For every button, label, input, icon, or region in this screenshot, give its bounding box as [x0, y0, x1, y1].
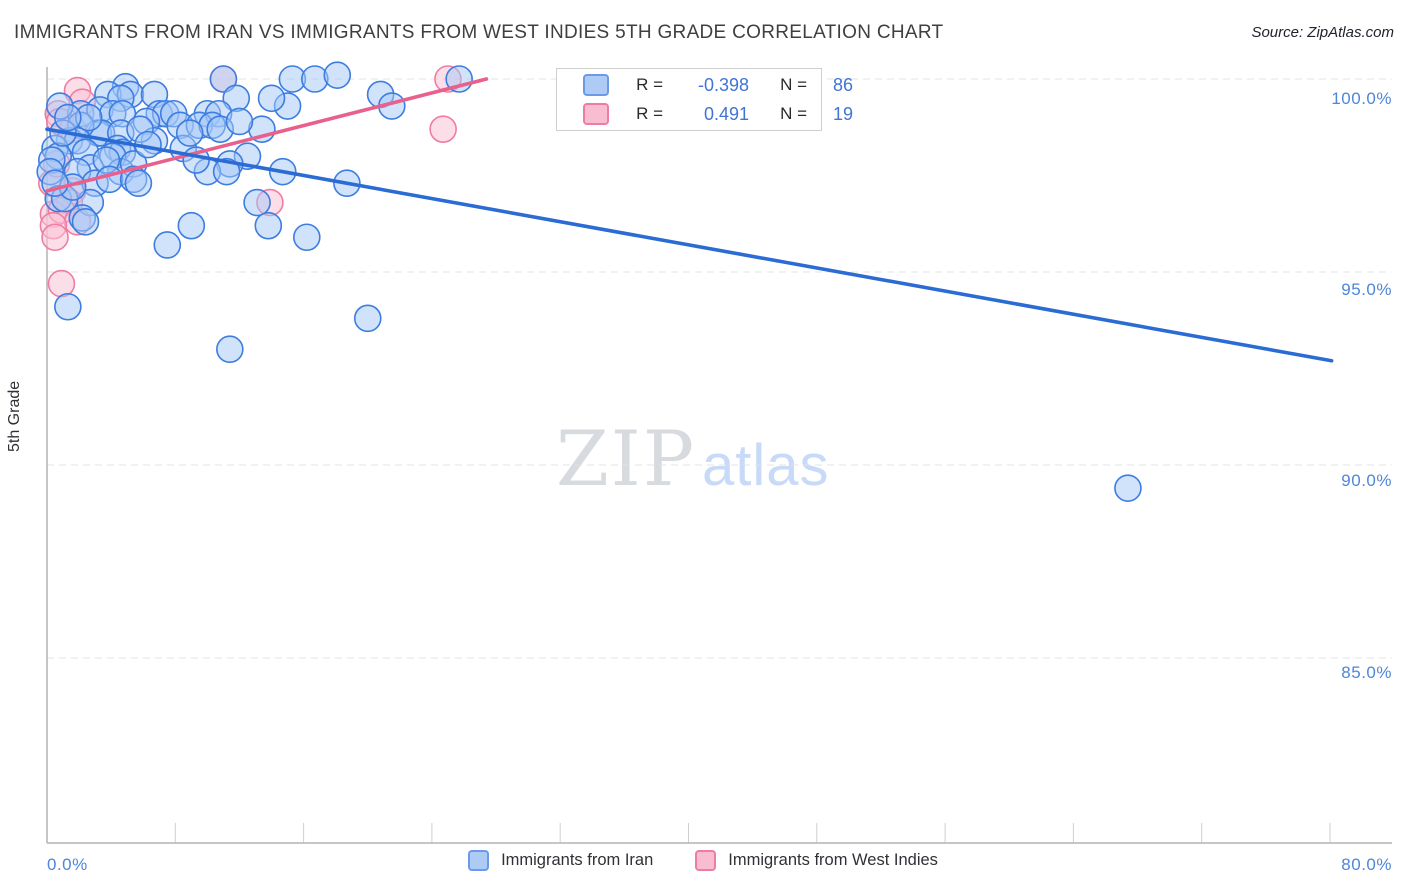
legend-item-iran: Immigrants from Iran [468, 850, 653, 871]
trend-line-immigrants-from-iran [45, 127, 1334, 363]
scatter-point-immigrants-from-iran [153, 231, 182, 259]
scatter-point-immigrants-from-iran [323, 61, 352, 89]
scatter-point-immigrants-from-iran [254, 211, 283, 240]
bottom-legend: Immigrants from Iran Immigrants from Wes… [0, 850, 1406, 871]
scatter-point-immigrants-from-iran [301, 65, 329, 93]
scatter-point-immigrants-from-iran [124, 169, 153, 198]
x-tick-label-80: 80.0% [1341, 855, 1392, 874]
stats-row-iran: R = -0.398 N = 86 [583, 73, 853, 97]
iran-series-swatch [583, 74, 609, 96]
correlation-stats-legend: R = -0.398 N = 86 R = 0.491 N = 19 [556, 68, 853, 131]
west-indies-legend-swatch [695, 850, 717, 871]
scatter-point-immigrants-from-west-indies [47, 269, 76, 298]
legend-item-west-indies: Immigrants from West Indies [695, 850, 938, 871]
y-tick-label-90: 90.0% [1341, 471, 1392, 490]
r-value-iran: -0.398 [697, 74, 749, 95]
iran-legend-swatch [468, 850, 490, 871]
scatter-point-immigrants-from-west-indies [41, 223, 69, 252]
scatter-point-immigrants-from-iran [209, 65, 238, 93]
scatter-point-immigrants-from-iran [353, 304, 382, 333]
scatter-point-immigrants-from-iran [177, 211, 206, 240]
scatter-point-immigrants-from-iran [54, 292, 82, 321]
r-label: R = [636, 75, 663, 94]
x-tick-label-0: 0.0% [47, 855, 88, 874]
scatter-point-immigrants-from-iran [216, 335, 244, 364]
iran-legend-label: Immigrants from Iran [501, 851, 654, 869]
r-label: R = [636, 104, 663, 123]
r-value-west-indies: 0.491 [703, 103, 749, 124]
y-tick-label-100: 100.0% [1331, 89, 1392, 108]
scatter-point-immigrants-from-iran [257, 84, 286, 113]
scatter-point-immigrants-from-iran [293, 223, 321, 252]
y-tick-label-95: 95.0% [1341, 280, 1392, 299]
scatter-point-immigrants-from-iran [225, 107, 254, 136]
y-axis-title: 5th Grade [6, 380, 23, 452]
scatter-point-immigrants-from-iran [1114, 474, 1142, 502]
source-label: Source: ZipAtlas.com [1251, 24, 1394, 41]
n-label: N = [780, 75, 807, 94]
west-indies-series-swatch [583, 103, 609, 125]
trend-line-immigrants-from-west-indies [45, 77, 489, 193]
scatter-point-immigrants-from-iran [71, 208, 100, 236]
scatter-point-immigrants-from-iran [243, 188, 271, 217]
west-indies-legend-label: Immigrants from West Indies [728, 851, 938, 869]
scatter-point-immigrants-from-iran [95, 165, 124, 194]
scatter-point-immigrants-from-iran [175, 119, 204, 147]
n-value-iran: 86 [832, 74, 853, 95]
scatter-point-immigrants-from-iran [212, 157, 241, 186]
scatter-point-immigrants-from-iran [54, 103, 82, 132]
y-tick-label-85: 85.0% [1341, 663, 1392, 682]
stats-row-west-indies: R = 0.491 N = 19 [583, 102, 853, 126]
scatter-point-immigrants-from-west-indies [429, 115, 457, 143]
n-value-west-indies: 19 [832, 103, 853, 124]
page-title: IMMIGRANTS FROM IRAN VS IMMIGRANTS FROM … [14, 22, 944, 43]
n-label: N = [780, 104, 807, 123]
